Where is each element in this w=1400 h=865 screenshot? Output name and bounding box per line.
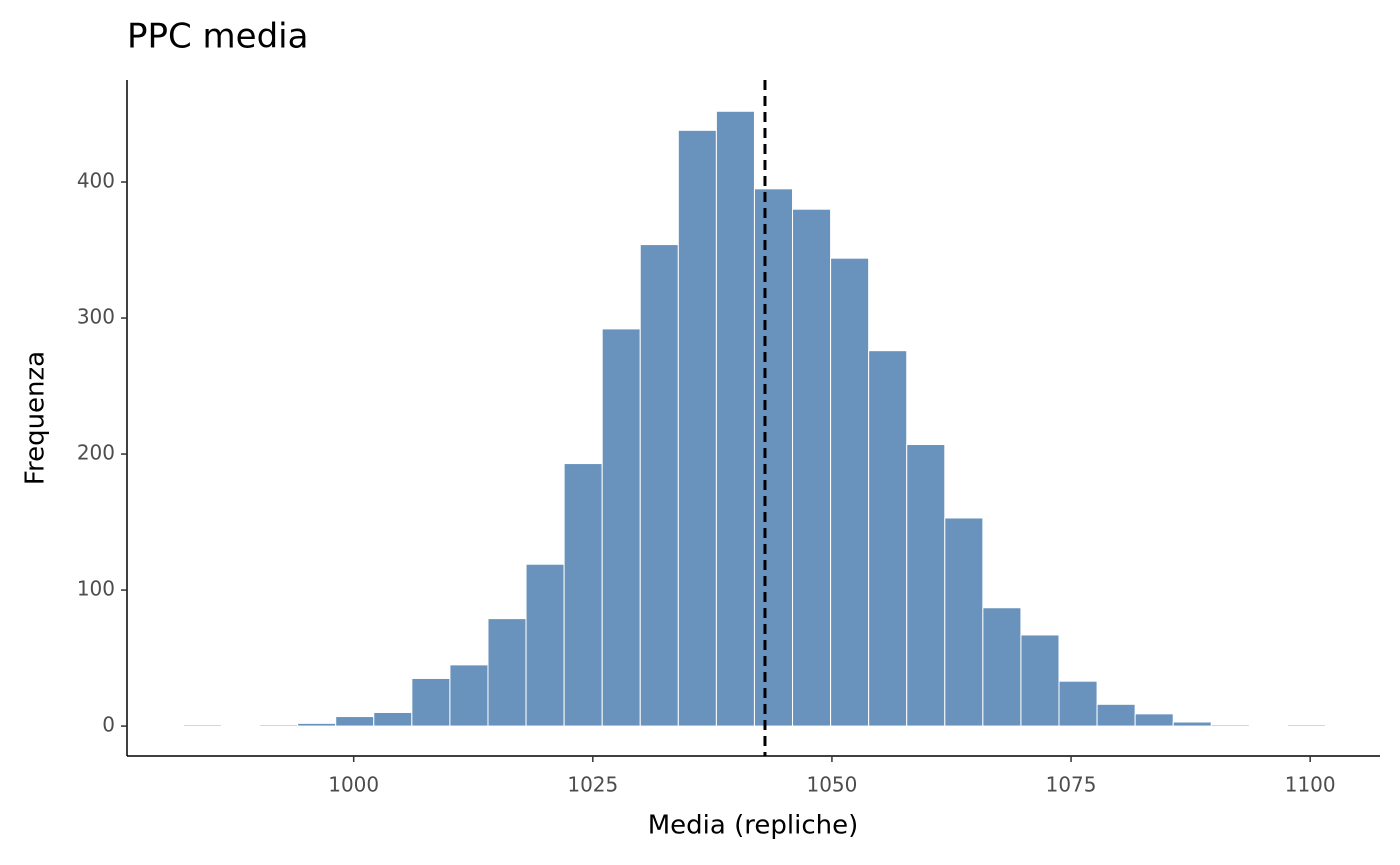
x-axis-title: Media (repliche)	[648, 811, 858, 841]
bar	[1134, 713, 1174, 727]
bar	[944, 517, 984, 727]
x-tick-label: 1025	[567, 773, 618, 797]
bar	[449, 664, 489, 727]
bar	[335, 716, 375, 727]
bar	[753, 188, 794, 727]
bar	[868, 350, 908, 727]
bar	[1172, 721, 1212, 727]
bar	[677, 129, 717, 727]
y-tick-label: 200	[77, 441, 115, 465]
bar	[411, 677, 451, 727]
y-axis-title: Frequenza	[21, 351, 51, 485]
bar	[182, 724, 223, 727]
bar	[1210, 724, 1250, 727]
bar	[1096, 703, 1136, 727]
bar	[906, 444, 946, 727]
bar	[792, 208, 832, 727]
x-tick-label: 1075	[1046, 773, 1097, 797]
x-tick-label: 1000	[328, 773, 379, 797]
bar	[259, 724, 299, 727]
bar	[1020, 634, 1060, 727]
bar	[830, 257, 870, 727]
y-tick-label: 400	[77, 169, 115, 193]
bar	[1286, 724, 1326, 727]
y-tick-label: 0	[102, 713, 115, 737]
x-tick-label: 1050	[806, 773, 857, 797]
bar	[563, 463, 603, 727]
chart-title: PPC media	[127, 17, 308, 57]
bar	[525, 563, 565, 727]
x-tick-label: 1100	[1285, 773, 1336, 797]
bar	[297, 722, 337, 727]
y-tick-label: 300	[77, 305, 115, 329]
bar	[373, 711, 413, 727]
bar	[639, 244, 679, 727]
bar	[982, 607, 1022, 727]
bar	[601, 328, 641, 727]
bar	[715, 110, 755, 727]
bar	[487, 618, 527, 727]
bar	[1058, 680, 1098, 727]
y-tick-label: 100	[77, 577, 115, 601]
